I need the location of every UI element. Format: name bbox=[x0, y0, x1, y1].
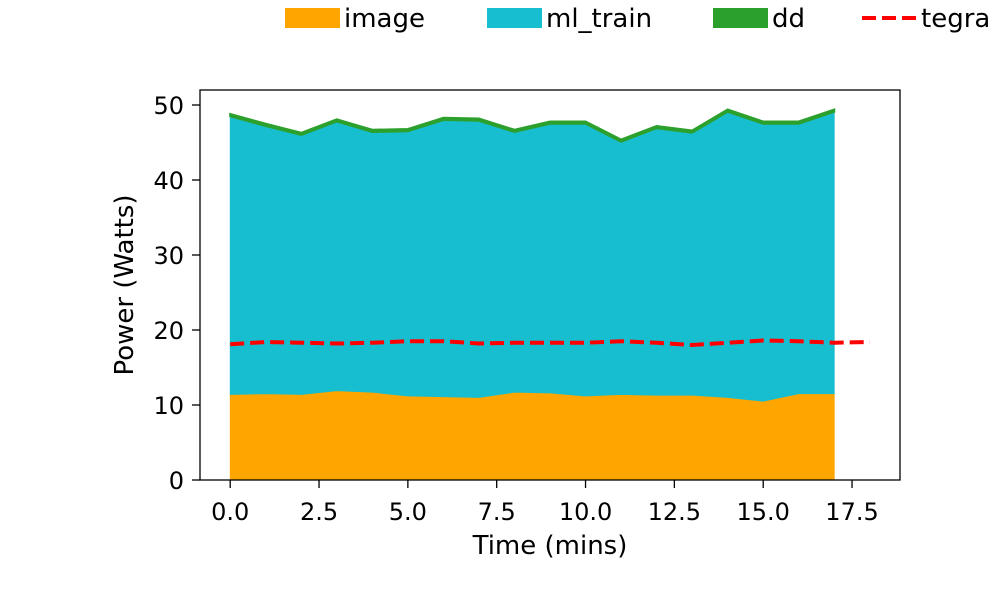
plot-frame bbox=[199, 89, 901, 481]
legend-label: tegra bbox=[921, 4, 990, 34]
x-tick-label: 10.0 bbox=[559, 498, 612, 526]
x-tick-label: 0.0 bbox=[211, 498, 249, 526]
x-tick-label: 5.0 bbox=[389, 498, 427, 526]
stacked-areas bbox=[229, 108, 836, 481]
legend-label: image bbox=[344, 4, 425, 34]
y-tick-label: 10 bbox=[153, 392, 184, 420]
area-dd bbox=[229, 108, 836, 143]
y-tick-label: 30 bbox=[153, 242, 184, 270]
legend-item-tegra: tegra bbox=[862, 4, 990, 34]
y-tick-label: 20 bbox=[153, 317, 184, 345]
legend-item-image: image bbox=[285, 4, 425, 34]
area-image bbox=[229, 390, 835, 481]
x-tick-label: 2.5 bbox=[300, 498, 338, 526]
legend-swatch bbox=[285, 8, 340, 28]
area-ml-train bbox=[229, 111, 835, 402]
legend-swatch bbox=[713, 8, 768, 28]
legend-item-dd: dd bbox=[713, 4, 805, 34]
legend-item-ml-train: ml_train bbox=[487, 4, 652, 34]
x-tick-label: 15.0 bbox=[736, 498, 789, 526]
x-tick-label: 17.5 bbox=[825, 498, 878, 526]
x-axis: 0.0 2.5 5.0 7.5 10.0 12.5 15.0 17.5 bbox=[211, 480, 879, 526]
line-tegra bbox=[230, 338, 870, 348]
x-axis-label: Time (mins) bbox=[472, 531, 628, 561]
x-tick-label: 7.5 bbox=[478, 498, 516, 526]
legend-swatch bbox=[487, 8, 542, 28]
y-axis: 0 10 20 30 40 50 bbox=[153, 92, 200, 495]
legend-label: ml_train bbox=[546, 4, 652, 34]
x-tick-label: 12.5 bbox=[648, 498, 701, 526]
legend-label: dd bbox=[772, 4, 805, 34]
legend: image ml_train dd tegra bbox=[285, 4, 990, 34]
y-tick-label: 40 bbox=[153, 167, 184, 195]
y-axis-label: Power (Watts) bbox=[110, 194, 140, 375]
y-tick-label: 0 bbox=[169, 467, 184, 495]
y-tick-label: 50 bbox=[153, 92, 184, 120]
line-series bbox=[230, 338, 870, 348]
